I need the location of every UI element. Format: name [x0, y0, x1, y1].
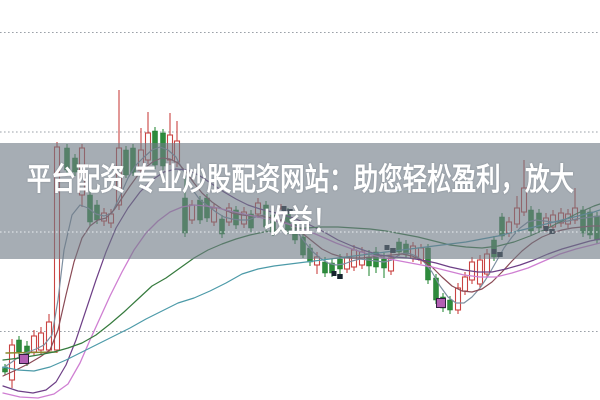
flag-marker-icon	[331, 271, 337, 276]
candle-body-down	[381, 258, 387, 269]
candle-body-down	[322, 261, 328, 274]
candle-body-up	[37, 332, 45, 351]
candle-body-up	[461, 276, 469, 292]
overlay-band	[0, 143, 600, 259]
purple-event-marker-icon	[436, 298, 446, 308]
candle-body-up	[454, 287, 462, 311]
candle-body-down	[16, 339, 22, 353]
flag-marker-icon	[337, 274, 343, 279]
purple-event-marker-icon	[19, 354, 29, 364]
candle-body-down	[447, 299, 453, 311]
